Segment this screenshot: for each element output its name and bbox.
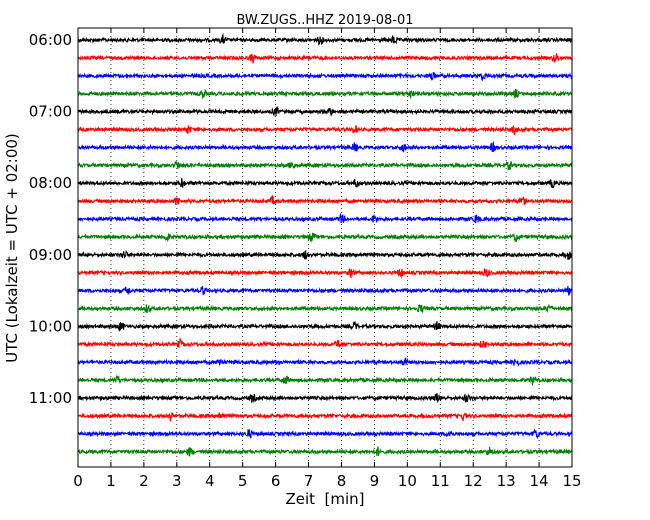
- trace-line: [77, 125, 573, 136]
- trace-line: [77, 374, 573, 386]
- trace-line: [77, 105, 573, 117]
- trace-line: [77, 428, 573, 440]
- x-tick-label: 11: [431, 472, 450, 490]
- x-tick-label: 13: [497, 472, 516, 490]
- trace-line: [77, 393, 573, 404]
- trace-line: [77, 194, 573, 206]
- trace-line: [77, 446, 573, 457]
- x-tick-label: 3: [172, 472, 182, 490]
- trace-line: [77, 285, 573, 296]
- x-tick-label: 10: [398, 472, 417, 490]
- x-tick-label: 0: [73, 472, 83, 490]
- trace-line: [77, 178, 573, 189]
- trace-line: [77, 337, 573, 349]
- trace-line: [77, 141, 573, 153]
- y-tick-label: 07:00: [29, 103, 72, 121]
- trace-line: [77, 88, 573, 99]
- y-tick-label: 08:00: [29, 174, 72, 192]
- trace-line: [77, 72, 573, 81]
- y-tick-label: 11:00: [29, 389, 72, 407]
- x-tick-label: 8: [337, 472, 347, 490]
- y-axis-label: UTC (Lokalzeit = UTC + 02:00): [3, 133, 21, 363]
- trace-line: [77, 52, 573, 65]
- trace-line: [77, 304, 573, 314]
- x-tick-label: 4: [205, 472, 215, 490]
- trace-line: [77, 357, 573, 367]
- trace-line: [77, 160, 573, 171]
- trace-line: [77, 232, 573, 243]
- trace-line: [77, 267, 573, 279]
- x-tick-label: 12: [464, 472, 483, 490]
- chart-title: BW.ZUGS..HHZ 2019-08-01: [236, 13, 413, 28]
- x-tick-label: 2: [139, 472, 149, 490]
- y-tick-label: 09:00: [29, 246, 72, 264]
- x-axis-label: Zeit [min]: [285, 490, 364, 508]
- trace-line: [77, 412, 573, 422]
- trace-line: [77, 32, 573, 46]
- trace-line: [77, 249, 573, 261]
- trace-group: [77, 32, 573, 457]
- x-tick-label: 15: [562, 472, 581, 490]
- trace-line: [77, 321, 573, 333]
- x-tick-label: 1: [106, 472, 116, 490]
- x-tick-label: 5: [238, 472, 248, 490]
- x-tick-label: 6: [271, 472, 281, 490]
- x-tick-label: 14: [530, 472, 549, 490]
- x-tick-label: 9: [370, 472, 380, 490]
- trace-line: [77, 212, 573, 224]
- x-tick-label: 7: [304, 472, 314, 490]
- y-tick-label: 10:00: [29, 317, 72, 335]
- y-axis-ticks: 06:00 07:00 08:00 09:00 10:00 11:00: [29, 31, 572, 407]
- y-tick-label: 06:00: [29, 31, 72, 49]
- x-axis-ticks: 0 1 2 3 4 5 6 7 8 9 10 11 12 13 14 15: [73, 28, 582, 490]
- plot-frame: [77, 27, 573, 468]
